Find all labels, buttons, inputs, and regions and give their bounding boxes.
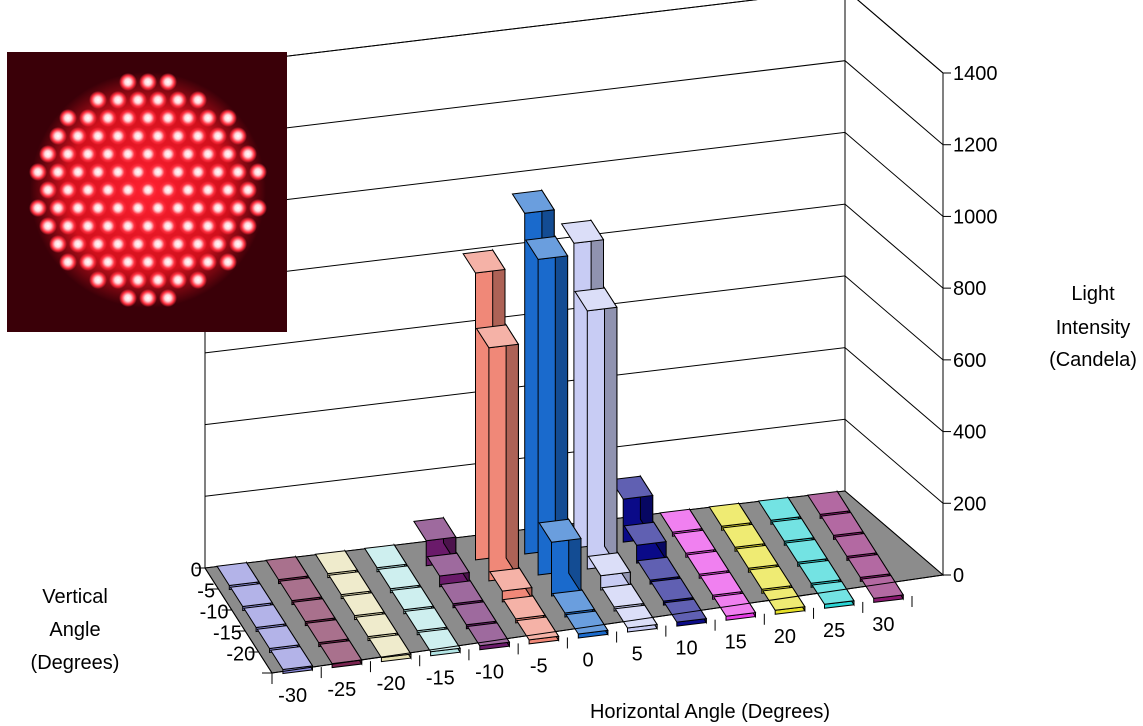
x-tick-label: 15 bbox=[725, 632, 747, 654]
y-axis: 0-5-10-15-20 bbox=[191, 560, 273, 674]
x-tick-label: 0 bbox=[582, 650, 593, 672]
bar bbox=[636, 555, 681, 585]
x-tick-label: -20 bbox=[377, 673, 406, 695]
zlabel-line-3: (Candela) bbox=[1049, 349, 1137, 371]
z-axis: 0 200 400 600 800 1000 1200 1400 bbox=[943, 63, 998, 587]
z-tick-label: 1200 bbox=[953, 135, 998, 157]
red-led-traffic-signal-icon bbox=[29, 73, 267, 307]
z-tick-label: 0 bbox=[953, 565, 964, 587]
y-tick-label: -10 bbox=[200, 602, 229, 624]
side-wall bbox=[844, 0, 944, 577]
x-tick-label: -30 bbox=[278, 685, 307, 707]
x-tick-label: -10 bbox=[475, 661, 504, 683]
bar bbox=[748, 564, 793, 594]
bar bbox=[413, 516, 457, 567]
bar bbox=[699, 570, 743, 600]
bar bbox=[265, 554, 309, 585]
y-tick-label: -20 bbox=[226, 644, 255, 666]
z-tick-label: 800 bbox=[953, 278, 986, 300]
ylabel-line-3: (Degrees) bbox=[31, 652, 120, 674]
bar bbox=[587, 551, 632, 591]
bar bbox=[538, 517, 582, 597]
xlabel: Horizontal Angle (Degrees) bbox=[590, 701, 830, 723]
ylabel-line-1: Vertical bbox=[42, 586, 108, 608]
y-tick-label: 0 bbox=[191, 560, 202, 582]
inset-photo bbox=[7, 52, 287, 332]
ylabel-line-2: Angle bbox=[49, 619, 100, 641]
gridline bbox=[204, 203, 944, 289]
y-axis-line bbox=[204, 567, 273, 674]
bar bbox=[811, 579, 855, 609]
gridline bbox=[204, 347, 944, 432]
x-tick-label: -15 bbox=[426, 667, 455, 689]
bar bbox=[278, 575, 323, 606]
bar bbox=[650, 576, 694, 606]
z-tick-label: 600 bbox=[953, 350, 986, 372]
z-tick-label: 400 bbox=[953, 422, 986, 444]
bar bbox=[784, 537, 829, 567]
bar bbox=[314, 549, 359, 579]
x-tick-label: 20 bbox=[774, 626, 796, 648]
x-tick-label: -5 bbox=[530, 655, 548, 677]
bar bbox=[757, 495, 802, 525]
z-tick-label: 1400 bbox=[953, 63, 998, 85]
bar bbox=[574, 286, 618, 570]
bars bbox=[216, 188, 905, 675]
bar bbox=[489, 566, 533, 603]
gridline bbox=[204, 418, 944, 504]
x-tick-label: 10 bbox=[675, 638, 697, 660]
x-tick-label: -25 bbox=[327, 679, 356, 701]
x-tick-label: 30 bbox=[872, 614, 894, 636]
x-tick-label: 5 bbox=[632, 644, 643, 666]
bar bbox=[712, 591, 757, 621]
bar bbox=[860, 573, 905, 603]
bar bbox=[623, 520, 667, 564]
z-tick-label: 1000 bbox=[953, 206, 998, 228]
bar bbox=[318, 638, 363, 669]
x-tick-label: 25 bbox=[823, 620, 845, 642]
zlabel-line-2: Intensity bbox=[1056, 317, 1130, 339]
gridline bbox=[204, 131, 944, 217]
gridline bbox=[204, 60, 944, 146]
bar bbox=[368, 633, 412, 663]
y-tick-label: -15 bbox=[213, 623, 242, 645]
x-axis-line bbox=[271, 574, 944, 674]
bar bbox=[524, 234, 569, 576]
bar bbox=[614, 603, 658, 633]
zlabel-line-1: Light bbox=[1071, 283, 1115, 305]
gridline bbox=[204, 275, 944, 361]
z-tick-label: 200 bbox=[953, 493, 986, 515]
bar bbox=[515, 615, 560, 645]
y-tick-label: -5 bbox=[197, 581, 215, 603]
bar bbox=[663, 597, 708, 627]
gridline bbox=[204, 0, 944, 74]
bar bbox=[417, 627, 461, 657]
bar bbox=[762, 585, 806, 615]
x-axis: -30 -25 -20 -15 -10 -5 0 5 10 15 20 25 30 bbox=[271, 574, 944, 707]
bar bbox=[341, 591, 385, 621]
gridlines bbox=[204, 0, 944, 504]
